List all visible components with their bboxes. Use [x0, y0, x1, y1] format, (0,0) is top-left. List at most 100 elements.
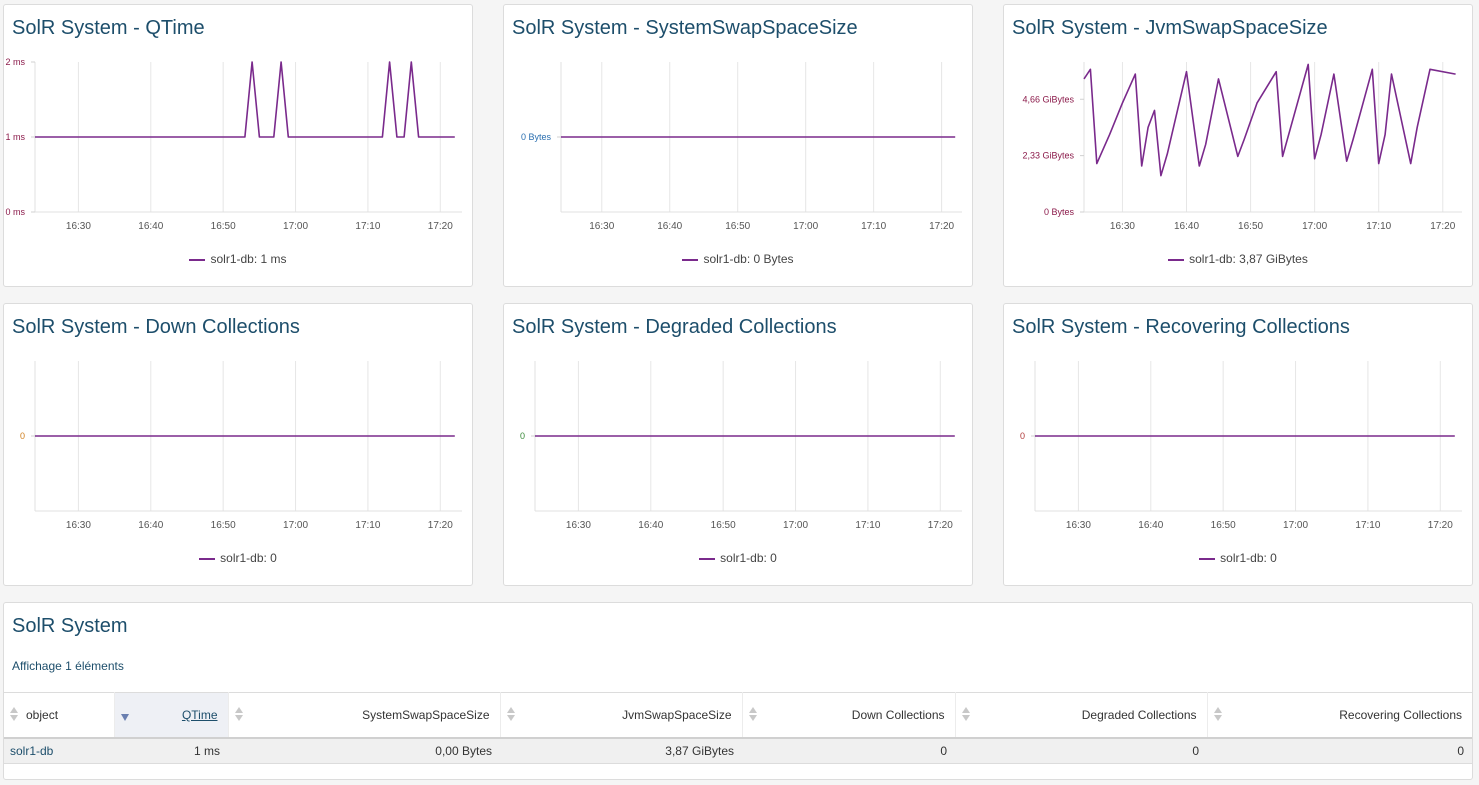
column-header-label: Recovering Collections — [1339, 707, 1462, 722]
sort-icon — [748, 707, 757, 723]
x-tick-label: 16:40 — [1174, 221, 1199, 232]
column-header-label: SystemSwapSpaceSize — [362, 707, 490, 722]
column-header-object[interactable]: object — [4, 692, 115, 739]
y-tick-label: 0 ms — [5, 207, 25, 217]
x-tick-label: 16:50 — [211, 221, 236, 232]
column-header-label: Degraded Collections — [1081, 707, 1197, 722]
column-header-system-swap[interactable]: SystemSwapSpaceSize — [228, 692, 501, 739]
legend-swatch — [682, 258, 699, 261]
chart-system-swap[interactable]: 16:30 16:40 16:50 17:00 17:10 17:20 0 Bytes — [504, 5, 974, 288]
x-tick-label: 16:30 — [1110, 221, 1135, 232]
x-tick-label: 16:40 — [657, 221, 682, 232]
legend-label: solr1-db: 0 Bytes — [703, 252, 794, 266]
x-tick-label: 17:20 — [1428, 520, 1453, 531]
chart-title: SolR System - Recovering Collections — [1012, 316, 1350, 338]
table-panel: SolR System Affichage 1 éléments object … — [3, 602, 1473, 780]
column-header-recovering-collections[interactable]: Recovering Collections — [1207, 692, 1472, 739]
legend-swatch — [699, 557, 716, 560]
cell-jvm-swap: 3,87 GiBytes — [500, 737, 742, 764]
y-tick-label: 4,66 GiBytes — [1022, 94, 1074, 104]
x-tick-label: 17:10 — [1355, 520, 1380, 531]
y-tick-label: 2 ms — [5, 57, 25, 67]
chart-degraded-collections[interactable]: 16:30 16:40 16:50 17:00 17:10 17:20 0 — [504, 304, 974, 587]
legend-label: solr1-db: 1 ms — [210, 252, 287, 266]
chart-panel-qtime: SolR System - QTime 16:30 16:40 16:50 17:00… — [3, 4, 473, 287]
y-tick-label: 0 Bytes — [521, 132, 552, 142]
legend-label: solr1-db: 3,87 GiBytes — [1189, 252, 1308, 266]
chart-down-collections[interactable]: 16:30 16:40 16:50 17:00 17:10 17:20 0 — [4, 304, 474, 587]
y-tick-label: 2,33 GiBytes — [1022, 151, 1074, 161]
x-tick-label: 16:50 — [711, 520, 736, 531]
chart-title: SolR System - Down Collections — [12, 316, 300, 338]
chart-title: SolR System - JvmSwapSpaceSize — [1012, 17, 1328, 39]
x-tick-label: 16:40 — [138, 221, 163, 232]
sort-icon — [234, 707, 243, 723]
y-tick-label: 0 Bytes — [1044, 207, 1075, 217]
x-tick-label: 17:10 — [861, 221, 886, 232]
x-tick-label: 17:20 — [928, 520, 953, 531]
sort-icon — [961, 707, 970, 723]
x-tick-label: 17:00 — [283, 520, 308, 531]
chart-title: SolR System - Degraded Collections — [512, 316, 837, 338]
x-tick-label: 17:00 — [783, 520, 808, 531]
chart-legend[interactable]: solr1-db: 0 Bytes — [504, 252, 972, 266]
chart-title: SolR System - SystemSwapSpaceSize — [512, 17, 858, 39]
chart-panel-recovering-collections: SolR System - Recovering Collections 16:… — [1003, 303, 1473, 586]
x-tick-label: 16:50 — [725, 221, 750, 232]
table-panel-title: SolR System — [12, 615, 128, 637]
sort-icon — [10, 707, 18, 723]
legend-swatch — [199, 557, 216, 560]
y-tick-label: 0 — [520, 431, 525, 441]
y-tick-label: 0 — [1020, 431, 1025, 441]
sort-descending-icon — [120, 714, 129, 721]
cell-recovering-collections: 0 — [1207, 737, 1472, 764]
legend-swatch — [1168, 258, 1185, 261]
chart-legend[interactable]: solr1-db: 0 — [1004, 551, 1472, 565]
chart-recovering-collections[interactable]: 16:30 16:40 16:50 17:00 17:10 17:20 0 — [1004, 304, 1474, 587]
x-tick-label: 16:50 — [1211, 520, 1236, 531]
table-header-row: object QTime SystemSwapSpaceSize JvmSwap… — [4, 692, 1472, 739]
x-tick-label: 17:10 — [1366, 221, 1391, 232]
cell-object[interactable]: solr1-db — [4, 737, 114, 764]
chart-legend[interactable]: solr1-db: 3,87 GiBytes — [1004, 252, 1472, 266]
column-header-degraded-collections[interactable]: Degraded Collections — [955, 692, 1208, 739]
items-count-label: Affichage 1 éléments — [12, 659, 124, 673]
column-header-down-collections[interactable]: Down Collections — [742, 692, 956, 739]
cell-system-swap: 0,00 Bytes — [228, 737, 500, 764]
sort-icon — [1213, 707, 1222, 723]
chart-panel-degraded-collections: SolR System - Degraded Collections 16:30… — [503, 303, 973, 586]
x-tick-label: 17:00 — [283, 221, 308, 232]
x-tick-label: 16:50 — [211, 520, 236, 531]
legend-label: solr1-db: 0 — [1220, 551, 1277, 565]
x-tick-label: 17:00 — [1283, 520, 1308, 531]
legend-swatch — [1199, 557, 1216, 560]
chart-title: SolR System - QTime — [12, 17, 205, 39]
chart-legend[interactable]: solr1-db: 0 — [4, 551, 472, 565]
x-tick-label: 17:10 — [355, 221, 380, 232]
column-header-label: Down Collections — [851, 707, 945, 722]
chart-jvm-swap[interactable]: 16:30 16:40 16:50 17:00 17:10 17:20 0 Bytes 2,3… — [1004, 5, 1474, 288]
chart-legend[interactable]: solr1-db: 0 — [504, 551, 972, 565]
x-tick-label: 17:10 — [855, 520, 880, 531]
x-tick-label: 16:30 — [1066, 520, 1091, 531]
x-tick-label: 16:30 — [66, 520, 91, 531]
x-tick-label: 17:20 — [428, 221, 453, 232]
y-tick-label: 0 — [20, 431, 25, 441]
legend-label: solr1-db: 0 — [720, 551, 777, 565]
legend-label: solr1-db: 0 — [220, 551, 277, 565]
column-header-qtime[interactable]: QTime — [114, 692, 229, 739]
x-tick-label: 17:20 — [428, 520, 453, 531]
x-tick-label: 16:40 — [1138, 520, 1163, 531]
table-row[interactable]: solr1-db 1 ms 0,00 Bytes 3,87 GiBytes 0 … — [4, 737, 1472, 764]
x-tick-label: 17:10 — [355, 520, 380, 531]
column-header-label: QTime — [181, 707, 218, 722]
x-tick-label: 16:30 — [589, 221, 614, 232]
column-header-jvm-swap[interactable]: JvmSwapSpaceSize — [500, 692, 743, 739]
chart-qtime[interactable]: 16:30 16:40 16:50 17:00 17:10 17:20 0 ms 1 ms 2 … — [4, 5, 474, 288]
chart-legend[interactable]: solr1-db: 1 ms — [4, 252, 472, 266]
legend-swatch — [189, 258, 206, 261]
x-tick-label: 16:50 — [1238, 221, 1263, 232]
cell-down-collections: 0 — [742, 737, 955, 764]
x-tick-label: 16:30 — [566, 520, 591, 531]
series-line — [1083, 63, 1456, 177]
